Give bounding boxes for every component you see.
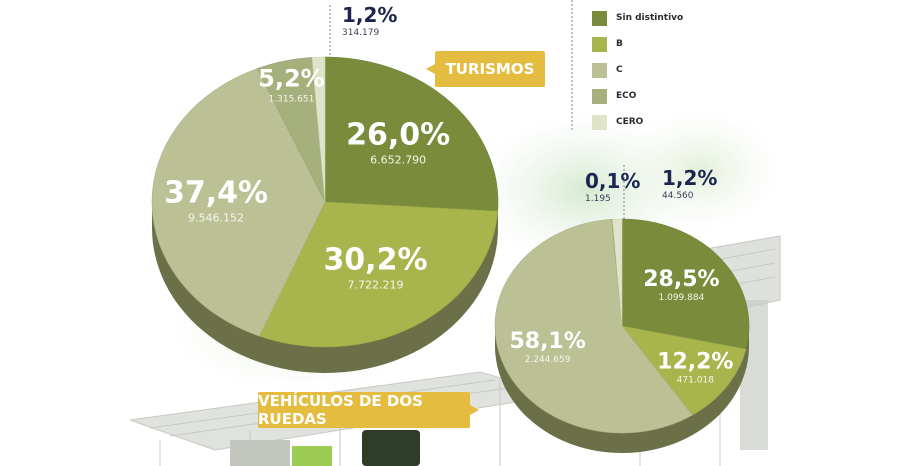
slice-count-label: 1.099.884 <box>659 293 705 303</box>
slice-count-label: 471.018 <box>677 375 714 385</box>
legend-label: ECO <box>616 91 637 101</box>
dos-ruedas-badge: VEHÍCULOS DE DOS RUEDAS <box>258 392 479 428</box>
slice-percent-label: 58,1% <box>509 329 585 354</box>
legend-item: CERO <box>592 112 732 132</box>
slice-percent-label: 0,1% <box>585 169 640 193</box>
slice-count-label: 6.652.790 <box>370 153 426 166</box>
legend-swatch <box>592 62 607 78</box>
slice-count-label: 1.315.651 <box>269 94 315 104</box>
legend-swatch <box>592 10 607 26</box>
slice-count-label: 9.546.152 <box>188 212 244 225</box>
legend-swatch <box>592 88 607 104</box>
legend-swatch <box>592 36 607 52</box>
legend-label: C <box>616 65 623 75</box>
slice-percent-label: 12,2% <box>657 349 733 374</box>
slice-count-label: 7.722.219 <box>347 279 403 292</box>
legend: Sin distintivo B C ECO CERO <box>592 8 732 138</box>
turismos-badge: TURISMOS <box>426 51 545 87</box>
legend-swatch <box>592 114 607 130</box>
legend-item: B <box>592 34 732 54</box>
slice-percent-label: 1,2% <box>342 3 397 27</box>
slice-percent-label: 5,2% <box>258 64 325 92</box>
legend-item: ECO <box>592 86 732 106</box>
slice-percent-label: 28,5% <box>643 267 719 292</box>
pie-dos-ruedas <box>494 218 750 453</box>
pie-slice <box>621 218 750 350</box>
slice-count-label: 314.179 <box>342 28 379 38</box>
legend-item: C <box>592 60 732 80</box>
pie-slice <box>258 201 498 348</box>
slice-count-label: 2.244.659 <box>525 355 571 365</box>
pie-slice <box>612 218 623 327</box>
pie-slice <box>621 325 747 416</box>
pie-slice <box>494 219 693 434</box>
legend-label: Sin distintivo <box>616 13 684 23</box>
legend-item: Sin distintivo <box>592 8 732 28</box>
slice-percent-label: 26,0% <box>346 117 450 152</box>
slice-count-label: 44.560 <box>662 191 694 201</box>
pie-slice <box>324 56 499 212</box>
legend-label: B <box>616 39 623 49</box>
pie-slice <box>311 56 326 203</box>
pie-labels: 26,0%6.652.790 30,2%7.722.219 37,4%9.546.1… <box>164 3 734 385</box>
slice-percent-label: 1,2% <box>662 166 717 190</box>
pie-slice <box>151 68 326 337</box>
slice-percent-label: 37,4% <box>164 176 268 211</box>
legend-label: CERO <box>616 117 644 127</box>
slice-percent-label: 30,2% <box>323 243 427 278</box>
slice-count-label: 1.195 <box>585 194 611 204</box>
pie-turismos <box>151 56 499 373</box>
